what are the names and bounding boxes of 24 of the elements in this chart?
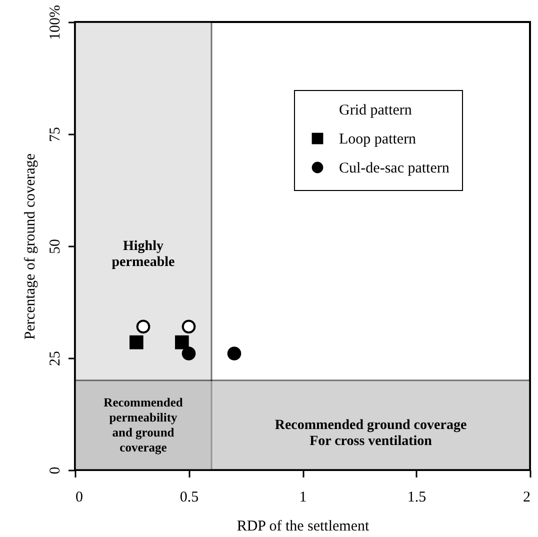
legend-label: Cul-de-sac pattern <box>339 160 450 176</box>
band-label: Recommended ground coverage For cross ventilation <box>274 418 467 450</box>
legend-label: Loop pattern <box>339 132 417 148</box>
y-tick-label: 0 <box>48 466 64 474</box>
point <box>130 335 144 350</box>
band-label: Highly permeable <box>112 239 175 270</box>
x-axis-title: RDP of the settlement <box>236 518 370 534</box>
point <box>182 320 196 334</box>
point <box>227 346 242 360</box>
point <box>136 320 150 334</box>
y-axis-title: Percentage of ground coverage <box>22 153 38 340</box>
x-tick-label: 2 <box>523 490 530 506</box>
point <box>182 346 196 360</box>
x-tick-label: 1 <box>299 490 307 506</box>
y-tick-label: 75 <box>48 127 64 142</box>
x-tick-label: 0 <box>76 490 83 506</box>
x-tick-label: 0.5 <box>180 490 199 506</box>
x-tick-label: 1.5 <box>407 490 426 506</box>
text: Grid pattern <box>339 102 412 118</box>
annotation: Recommended permeability and ground coverage <box>104 396 183 455</box>
y-tick-label: 50 <box>48 239 64 254</box>
y-tick-label: 100% <box>48 5 64 40</box>
y-tick-label: 25 <box>48 351 64 366</box>
point <box>175 335 189 350</box>
